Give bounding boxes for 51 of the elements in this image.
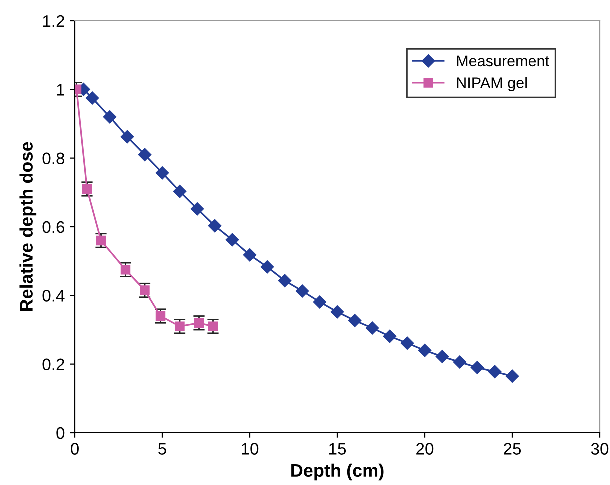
y-tick-label: 1	[57, 84, 64, 96]
point	[208, 322, 218, 332]
y-tick-label: 0.4	[42, 290, 65, 302]
point	[400, 336, 414, 350]
point	[194, 318, 204, 328]
x-tick-label: 15	[330, 443, 346, 455]
point	[82, 184, 92, 194]
point	[173, 185, 187, 198]
point	[366, 322, 380, 335]
point	[156, 311, 166, 322]
y-tick-label: 0.6	[42, 221, 65, 234]
point	[436, 350, 450, 364]
y-tick-label: 0.2	[42, 358, 64, 371]
x-tick-label: 20	[416, 443, 434, 455]
legend-label: NIPAM gel	[457, 77, 527, 92]
point	[175, 322, 185, 332]
x-tick-label: 30	[591, 443, 609, 455]
x-tick-label: 5	[158, 443, 166, 455]
x-tick-label: 10	[242, 443, 259, 455]
point	[156, 166, 170, 180]
point	[470, 361, 484, 374]
point	[190, 202, 204, 216]
point	[243, 248, 257, 262]
point	[138, 148, 152, 162]
point	[506, 370, 520, 383]
y-tick-label: 0.8	[42, 152, 65, 165]
point	[348, 314, 362, 328]
point	[453, 356, 467, 369]
x-tick-label: 0	[71, 443, 79, 455]
x-tick-label: 25	[504, 443, 522, 455]
point	[488, 365, 502, 378]
point	[296, 284, 310, 298]
point	[103, 110, 117, 124]
point	[383, 330, 397, 344]
legend-label: Measurement	[457, 56, 550, 67]
x-axis-title: Depth (cm)	[292, 464, 384, 481]
point	[86, 92, 100, 105]
y-axis-title: Relative depth dose	[20, 142, 37, 312]
point	[208, 219, 222, 233]
point	[260, 260, 274, 274]
point	[120, 130, 134, 144]
point	[96, 236, 106, 246]
y-tick-label: 0	[56, 427, 65, 440]
point	[120, 265, 131, 275]
point	[226, 233, 240, 247]
point	[418, 344, 432, 358]
y-tick-label: 1.2	[43, 15, 64, 28]
point	[278, 274, 292, 288]
point	[313, 296, 327, 309]
point	[140, 286, 150, 296]
point	[330, 306, 344, 319]
